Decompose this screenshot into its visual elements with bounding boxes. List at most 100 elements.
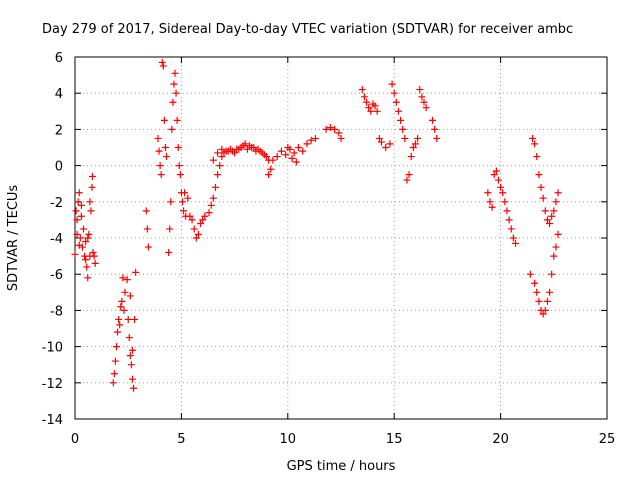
data-point	[552, 198, 560, 206]
data-point	[375, 134, 383, 142]
data-point	[205, 209, 213, 217]
data-point	[78, 243, 86, 251]
data-point	[501, 198, 509, 206]
y-tick-label: 6	[55, 51, 63, 66]
data-point	[77, 201, 85, 209]
data-point	[290, 149, 298, 157]
data-point	[390, 89, 398, 97]
data-point	[186, 212, 194, 220]
data-point	[91, 259, 99, 267]
data-point	[373, 107, 381, 115]
data-point	[211, 183, 219, 191]
data-point	[181, 189, 189, 197]
data-point	[509, 234, 517, 242]
data-point	[399, 125, 407, 133]
data-point	[116, 321, 124, 329]
data-point	[552, 243, 560, 251]
data-point	[533, 153, 541, 161]
data-point	[535, 297, 543, 305]
data-point	[288, 154, 296, 162]
data-point	[363, 98, 371, 106]
data-point	[539, 310, 547, 318]
data-point	[541, 306, 549, 314]
data-point	[416, 86, 424, 94]
data-point	[550, 207, 558, 215]
data-point	[83, 263, 91, 271]
data-point	[115, 315, 123, 323]
data-point	[128, 375, 136, 383]
data-point	[358, 86, 366, 94]
data-point	[371, 102, 379, 110]
data-point	[248, 144, 256, 151]
data-point	[154, 134, 162, 142]
data-point	[218, 145, 226, 153]
data-point	[256, 147, 264, 155]
data-point	[484, 189, 492, 197]
data-point	[401, 134, 409, 142]
data-point	[269, 156, 277, 164]
data-point	[546, 288, 554, 296]
data-point	[505, 216, 513, 224]
data-point	[120, 306, 128, 314]
data-point	[143, 225, 151, 233]
data-point	[109, 379, 117, 387]
data-point	[173, 116, 181, 124]
data-point	[490, 171, 498, 179]
data-point	[311, 134, 319, 142]
data-point	[74, 198, 82, 206]
data-point	[388, 80, 396, 88]
data-point	[197, 220, 205, 228]
data-point	[433, 134, 441, 142]
grid	[75, 57, 607, 419]
data-point	[546, 220, 554, 228]
data-point	[142, 207, 150, 215]
data-point	[72, 207, 80, 215]
data-point	[282, 151, 290, 159]
data-point	[161, 144, 169, 151]
y-axis-label: SDTVAR / TECUs	[6, 185, 21, 292]
y-tick-label: -2	[50, 196, 63, 211]
data-point	[367, 107, 375, 115]
data-point	[360, 93, 368, 101]
data-point	[132, 268, 140, 276]
data-point	[497, 183, 505, 191]
data-point	[170, 80, 178, 88]
data-point	[407, 153, 415, 161]
data-point	[126, 352, 134, 360]
data-point	[265, 171, 273, 179]
data-point	[260, 151, 268, 159]
data-point	[554, 230, 562, 238]
data-point	[166, 225, 174, 233]
chart-title: Day 279 of 2017, Sidereal Day-to-day VTE…	[42, 22, 573, 37]
data-point	[226, 145, 234, 153]
data-point	[80, 225, 88, 233]
data-point	[214, 171, 222, 179]
data-point	[431, 125, 439, 133]
data-point	[163, 153, 171, 161]
data-point	[86, 198, 94, 206]
data-point	[90, 252, 98, 260]
data-point	[199, 216, 207, 224]
data-point	[548, 212, 556, 220]
data-point	[529, 134, 537, 142]
data-point	[267, 165, 275, 173]
data-point	[216, 162, 224, 170]
data-point	[214, 149, 222, 157]
data-point	[411, 140, 419, 148]
data-point	[110, 370, 118, 378]
data-point	[326, 124, 334, 132]
data-point	[392, 98, 400, 106]
data-point	[144, 243, 152, 251]
data-point	[222, 147, 230, 155]
data-point	[418, 93, 426, 101]
data-point	[76, 234, 84, 242]
y-tick-label: -4	[50, 232, 63, 247]
data-point	[235, 145, 243, 153]
data-point	[414, 134, 422, 142]
data-point	[82, 256, 90, 264]
data-point	[88, 172, 96, 180]
data-point	[188, 216, 196, 224]
data-point	[299, 147, 307, 155]
y-tick-label: -14	[42, 413, 63, 428]
